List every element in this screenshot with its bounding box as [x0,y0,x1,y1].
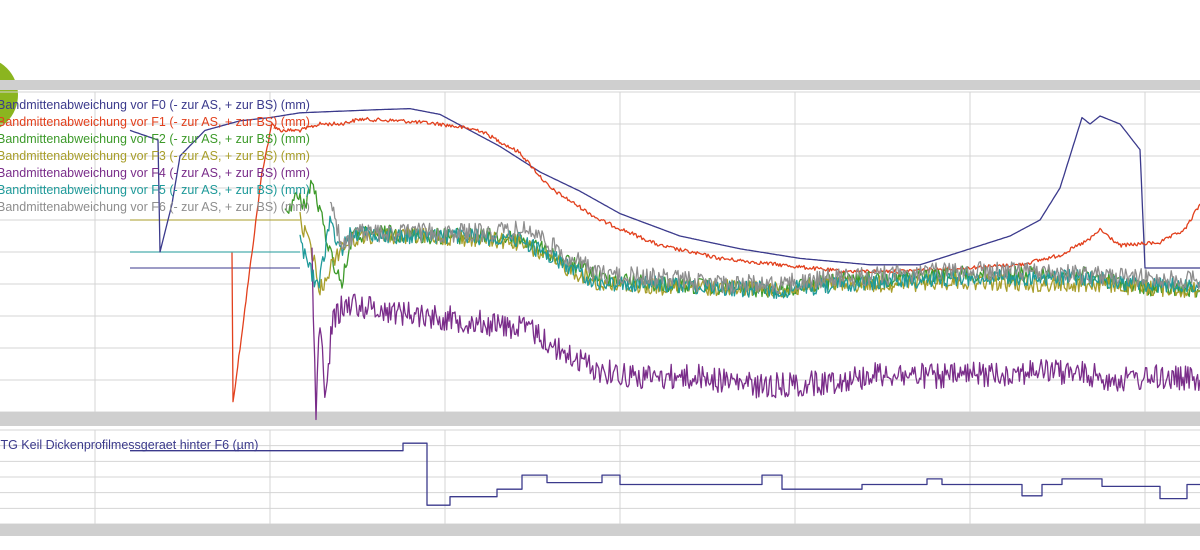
series-line-0-4 [311,247,1200,421]
legend-entry-0-5: Bandmittenabweichung vor F5 (- zur AS, +… [0,183,310,197]
series-line-0-0 [129,107,1200,269]
legend-entry-0-2: Bandmittenabweichung vor F2 (- zur AS, +… [0,132,310,146]
lower-panel-grid [0,429,1200,525]
upper-panel-reference-lines [130,219,300,269]
legend-entry-0-0: Bandmittenabweichung vor F0 (- zur AS, +… [0,98,310,112]
series-line-0-6 [329,201,1200,295]
legend-entry-0-6: Bandmittenabweichung vor F6 (- zur AS, +… [0,200,310,214]
lower-panel: ITG Keil Dickenprofilmessgeraet hinter F… [0,429,1200,536]
upper-legend: Bandmittenabweichung vor F0 (- zur AS, +… [0,98,310,214]
legend-entry-0-4: Bandmittenabweichung vor F4 (- zur AS, +… [0,166,310,180]
lower-legend: ITG Keil Dickenprofilmessgeraet hinter F… [0,438,258,452]
legend-entry-0-1: Bandmittenabweichung vor F1 (- zur AS, +… [0,115,310,129]
series-line-1-0 [130,442,1200,506]
lower-panel-bottom-border [0,524,1200,536]
series-line-0-3 [299,211,1200,299]
upper-panel: Bandmittenabweichung vor F0 (- zur AS, +… [0,80,1200,426]
upper-panel-series [129,107,1200,421]
accent-circle [0,62,18,128]
upper-panel-top-border [0,80,1200,90]
series-line-0-1 [231,116,1200,403]
legend-entry-1-0: ITG Keil Dickenprofilmessgeraet hinter F… [0,438,258,452]
upper-panel-bottom-border [0,412,1200,426]
lower-panel-series [130,442,1200,506]
legend-entry-0-3: Bandmittenabweichung vor F3 (- zur AS, +… [0,149,310,163]
